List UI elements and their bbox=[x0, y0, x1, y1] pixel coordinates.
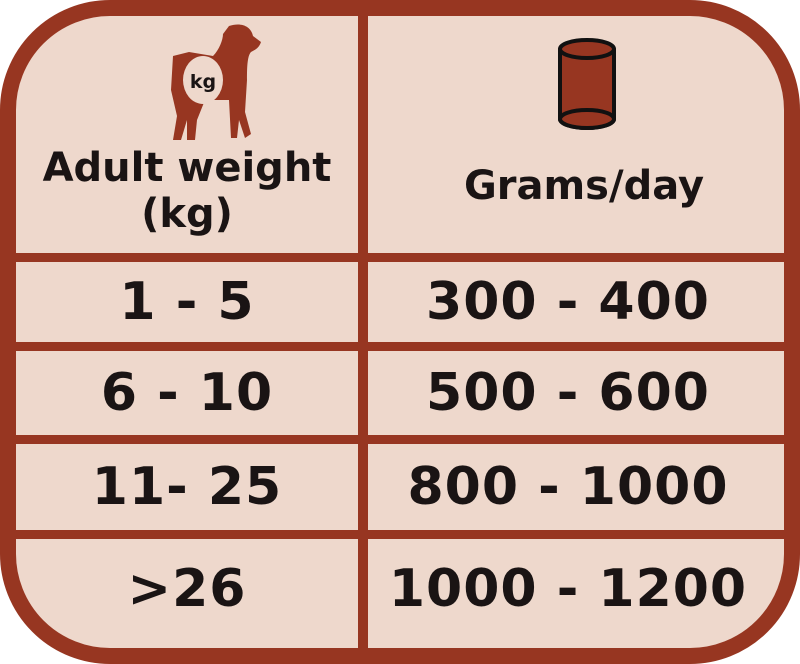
grams-cell: 300 - 400 bbox=[426, 272, 710, 332]
grams-cell: 1000 - 1200 bbox=[388, 559, 748, 619]
weight-cell: 11- 25 bbox=[91, 457, 283, 517]
food-can-icon bbox=[552, 31, 622, 141]
weight-cell: 6 - 10 bbox=[100, 363, 274, 423]
weight-cell: >26 bbox=[127, 559, 247, 619]
weight-cell: 1 - 5 bbox=[119, 272, 255, 332]
svg-text:kg: kg bbox=[190, 71, 216, 93]
grams-cell: 500 - 600 bbox=[426, 363, 710, 423]
row-divider bbox=[16, 530, 784, 539]
column-divider bbox=[358, 16, 368, 648]
row-divider bbox=[16, 342, 784, 351]
row-divider bbox=[16, 435, 784, 444]
row-divider bbox=[16, 253, 784, 262]
dog-weight-icon: kg bbox=[161, 20, 271, 150]
grams-column-header: Grams/day bbox=[463, 163, 705, 209]
weight-column-header: Adult weight (kg) bbox=[42, 145, 332, 237]
grams-cell: 800 - 1000 bbox=[407, 457, 729, 517]
